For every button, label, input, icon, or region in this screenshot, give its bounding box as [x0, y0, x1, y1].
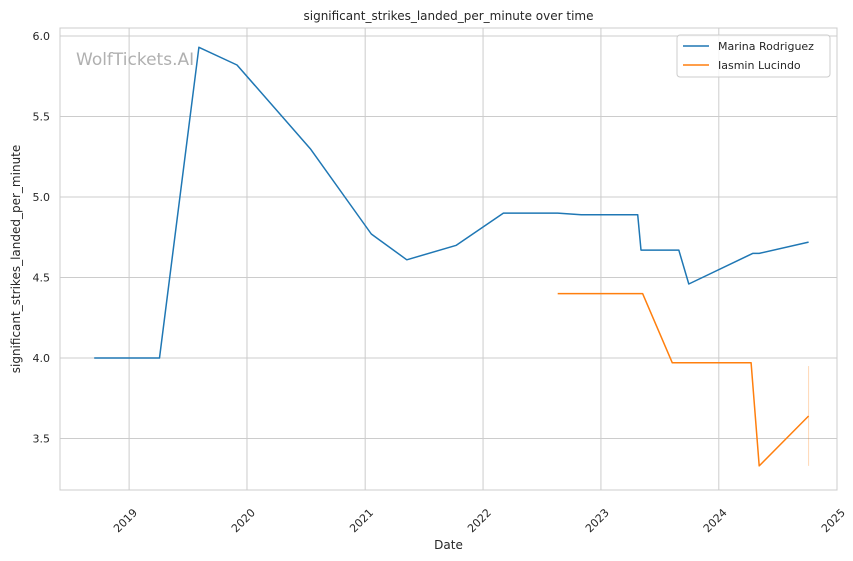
x-axis-label: Date — [434, 538, 463, 552]
y-tick-label: 4.0 — [33, 352, 51, 365]
watermark-text: WolfTickets.AI — [76, 50, 194, 70]
x-tick-label: 2022 — [465, 506, 494, 535]
x-tick-label: 2020 — [229, 506, 258, 535]
y-axis-ticks: 3.5 4.0 4.5 5.0 5.5 6.0 — [33, 30, 51, 445]
y-tick-label: 4.5 — [33, 272, 51, 285]
y-tick-label: 6.0 — [33, 30, 51, 43]
grid — [60, 28, 838, 490]
y-axis-label: significant_strikes_landed_per_minute — [9, 145, 23, 374]
x-tick-label: 2019 — [111, 506, 140, 535]
plot-frame — [59, 27, 838, 491]
x-tick-label: 2021 — [347, 506, 376, 535]
legend: Marina Rodriguez Iasmin Lucindo — [676, 34, 831, 78]
x-tick-label: 2025 — [819, 506, 848, 535]
legend-label-iasmin-lucindo: Iasmin Lucindo — [718, 59, 801, 72]
series-line-iasmin-lucindo — [557, 292, 810, 467]
x-axis-ticks: 2019 2020 2021 2022 2023 2024 2025 — [111, 506, 848, 535]
x-tick-label: 2024 — [701, 506, 730, 535]
y-tick-label: 3.5 — [33, 432, 51, 445]
y-tick-label: 5.5 — [33, 111, 51, 124]
series-layer — [94, 46, 810, 467]
y-tick-label: 5.0 — [33, 191, 51, 204]
chart-title: significant_strikes_landed_per_minute ov… — [303, 9, 593, 23]
x-tick-label: 2023 — [583, 506, 612, 535]
legend-label-marina-rodriguez: Marina Rodriguez — [718, 40, 814, 53]
series-line-marina-rodriguez — [94, 46, 809, 359]
legend-box — [676, 34, 831, 78]
